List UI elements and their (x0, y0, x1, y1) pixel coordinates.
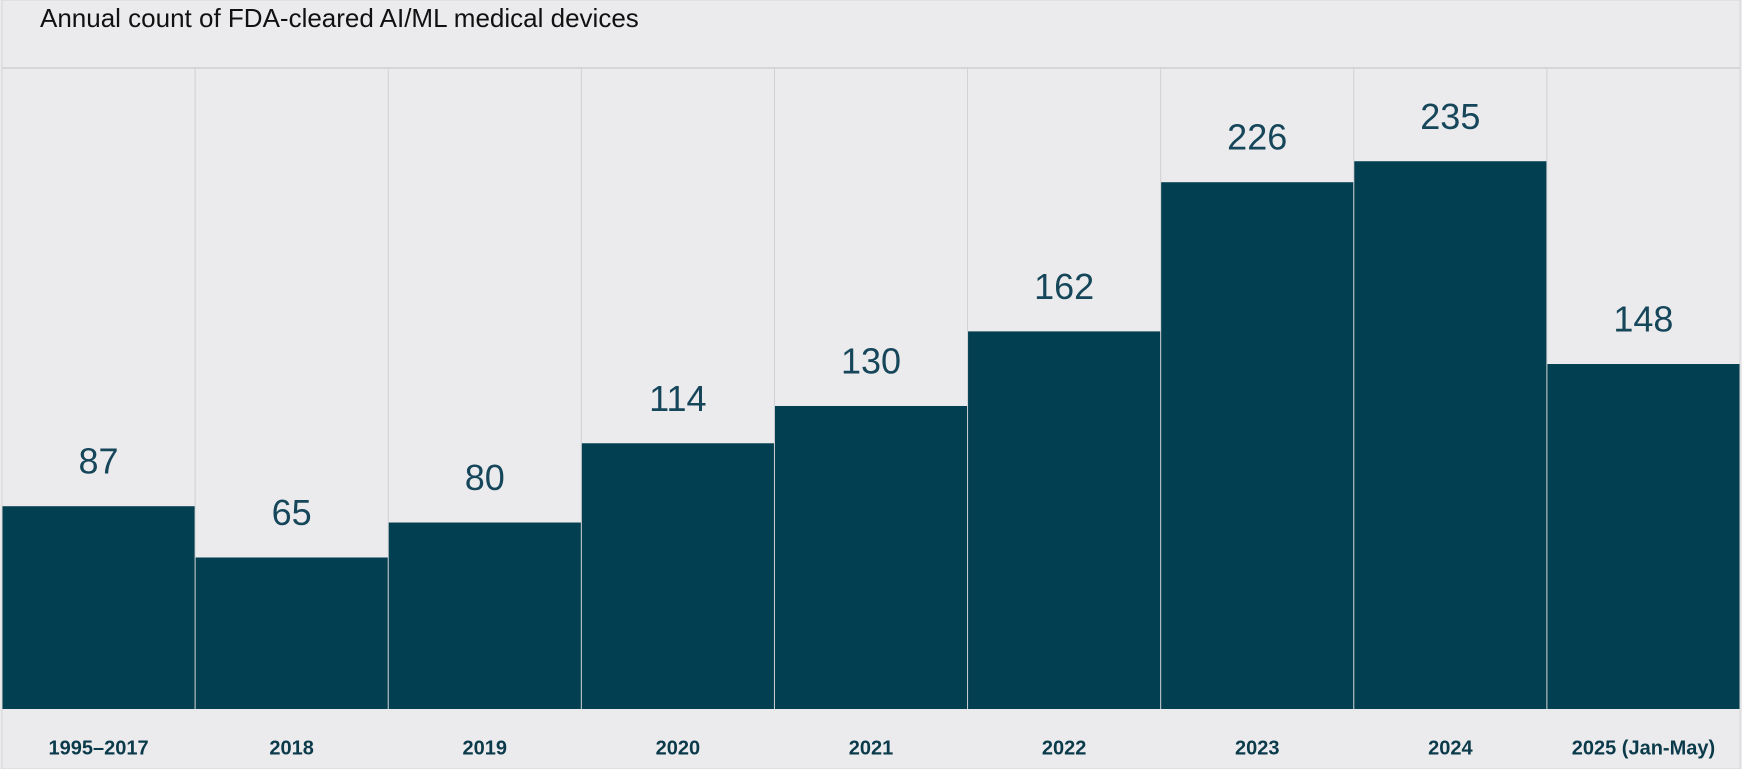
value-label: 226 (1227, 117, 1287, 158)
value-label: 80 (465, 457, 505, 498)
bar (581, 443, 774, 709)
x-tick-label: 2023 (1235, 737, 1280, 759)
bar (2, 506, 195, 709)
chart-title: Annual count of FDA-cleared AI/ML medica… (40, 3, 639, 33)
x-tick-label: 2022 (1042, 737, 1087, 759)
value-label: 130 (841, 340, 901, 381)
value-label: 162 (1034, 266, 1094, 307)
x-tick-label: 2021 (849, 737, 894, 759)
bar (968, 331, 1161, 709)
x-tick-label: 2018 (269, 737, 314, 759)
bar (1547, 364, 1740, 709)
x-tick-label: 2025 (Jan-May) (1572, 737, 1715, 759)
x-tick-label: 2024 (1428, 737, 1473, 759)
value-label: 114 (649, 378, 706, 419)
value-label: 65 (272, 492, 312, 533)
value-label: 87 (79, 441, 119, 482)
bar (774, 405, 968, 709)
x-tick-label: 2020 (656, 737, 701, 759)
bar (1161, 182, 1354, 709)
x-tick-label: 2019 (463, 737, 508, 759)
value-label: 235 (1420, 96, 1480, 137)
x-tick-label: 1995–2017 (49, 737, 149, 759)
value-label: 148 (1613, 299, 1673, 340)
bar (1354, 161, 1547, 710)
bar (195, 557, 388, 709)
bar (388, 522, 581, 709)
